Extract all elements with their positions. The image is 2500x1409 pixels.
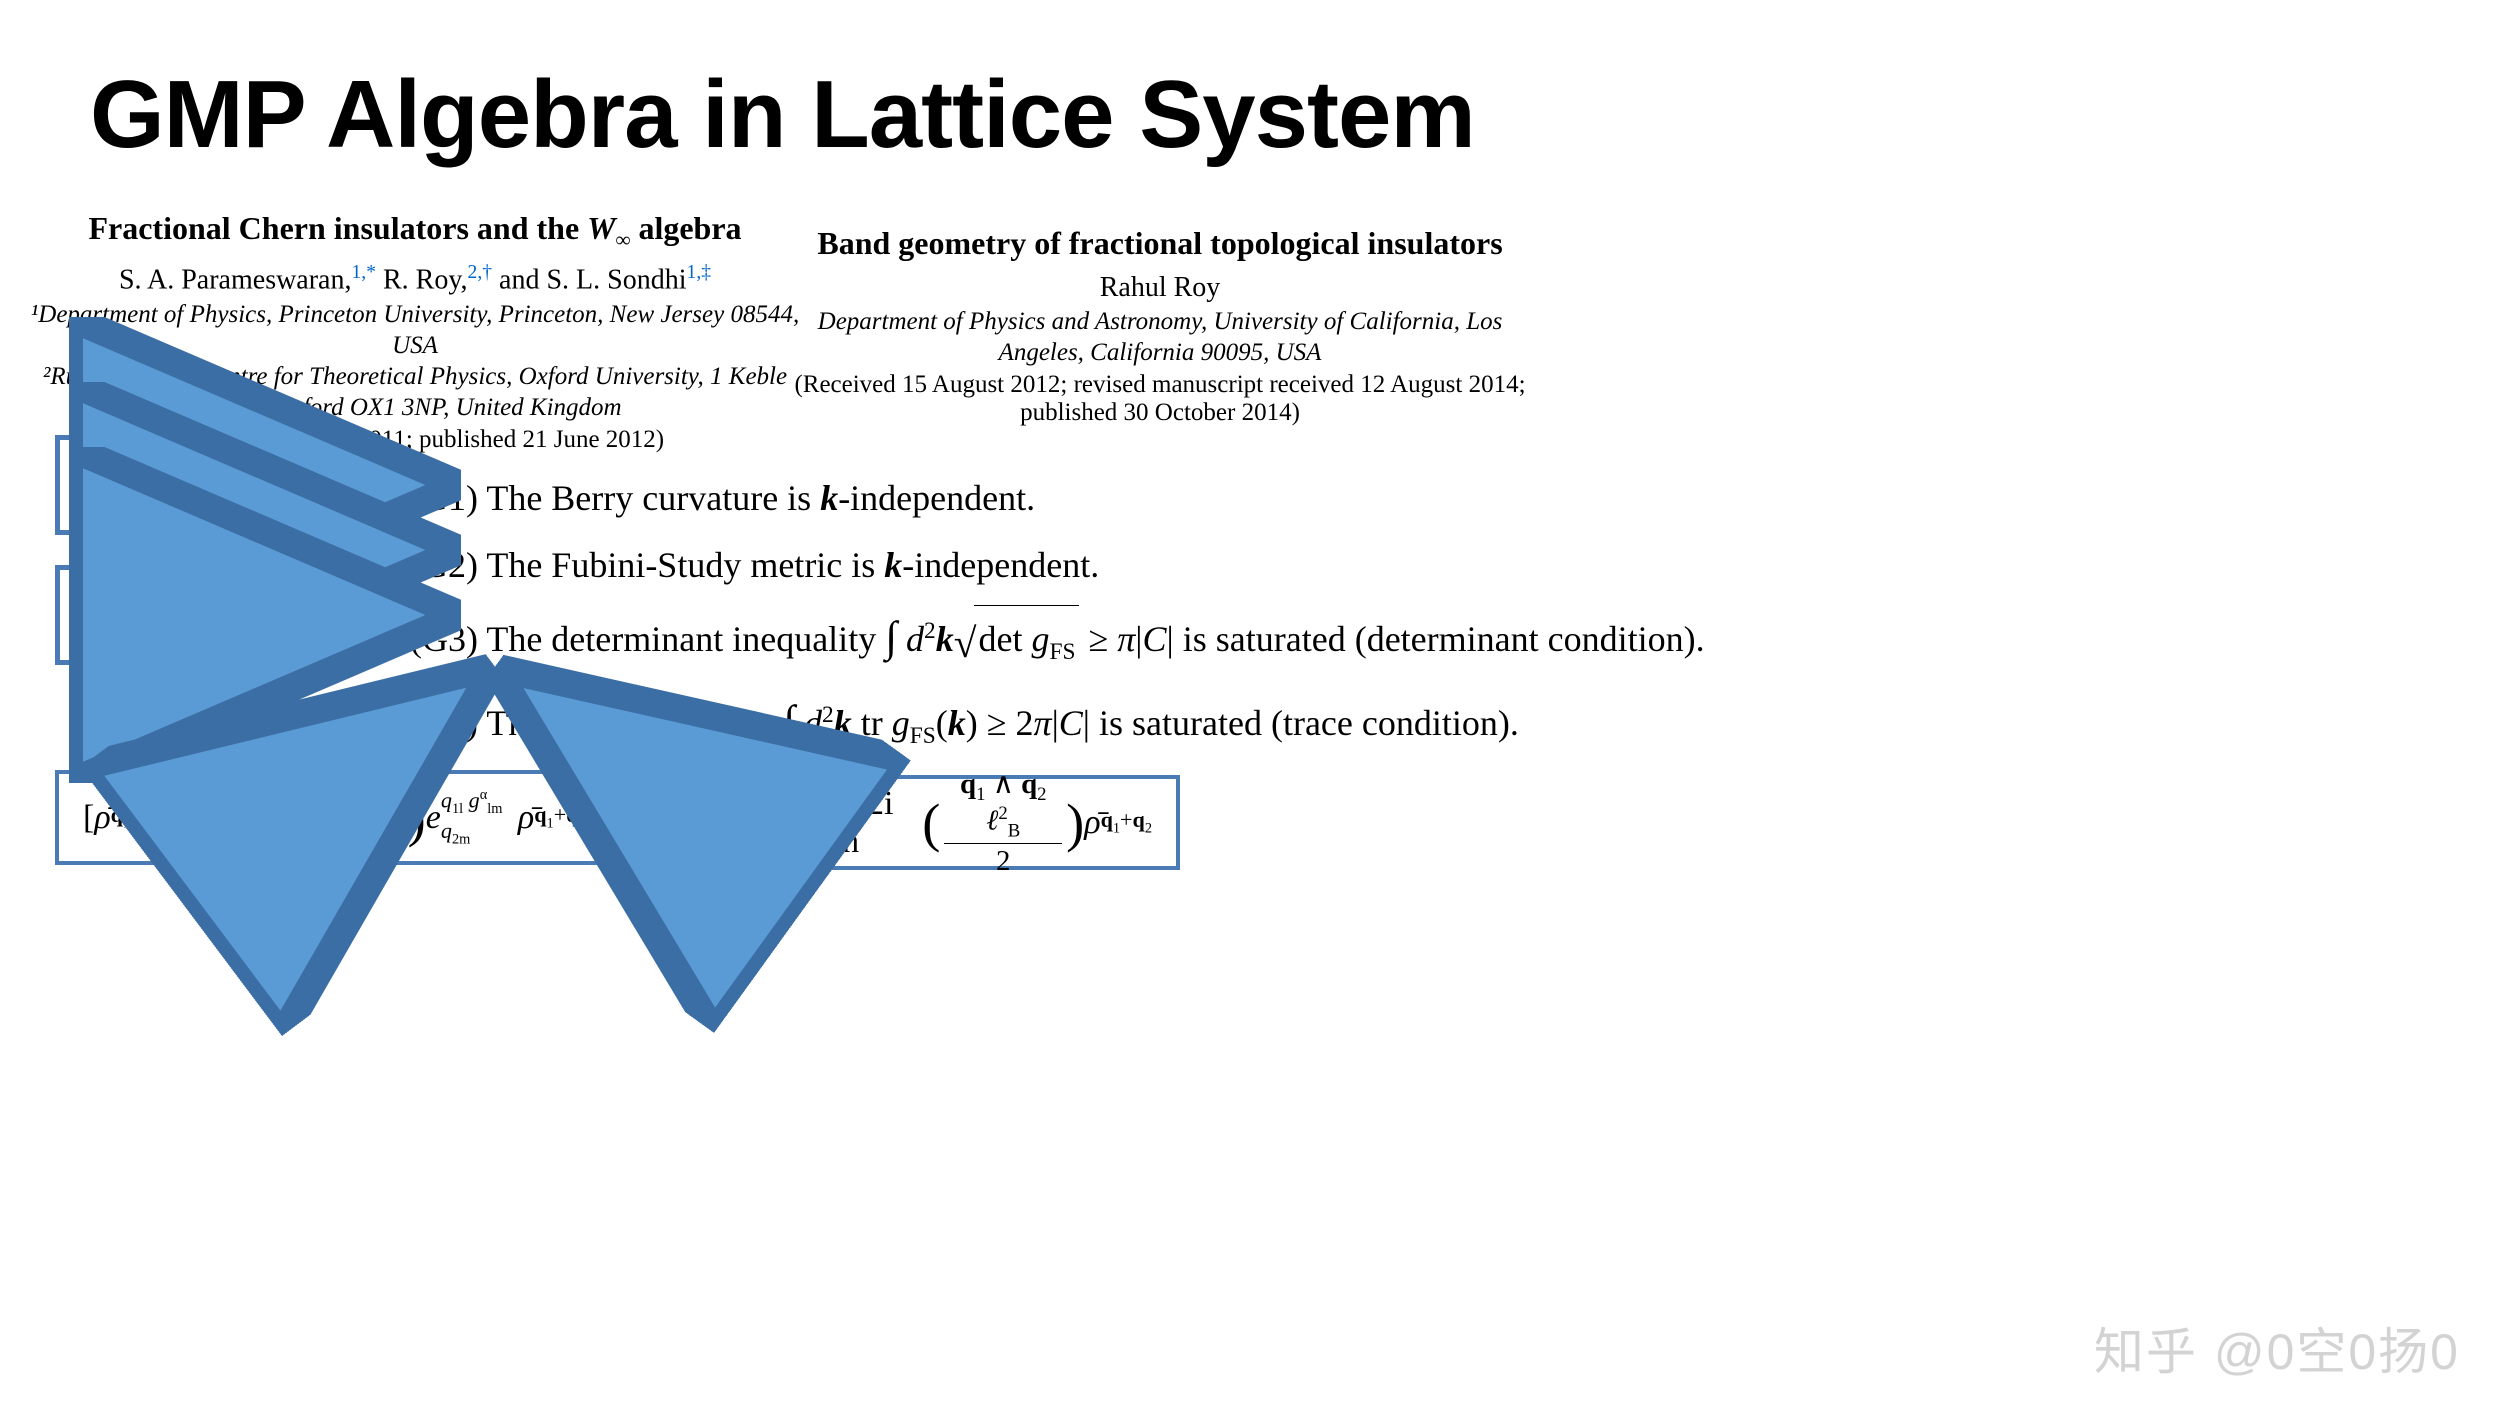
- g4-pre: (G4) The trace inequality: [410, 703, 783, 743]
- paper1-aff1: ¹Department of Physics, Princeton Univer…: [30, 299, 800, 362]
- box-oq3: O(q3): [55, 565, 275, 665]
- g3-pre: (G3) The determinant inequality: [410, 619, 885, 659]
- paper1-title-math: W: [587, 210, 615, 246]
- oq2-o: O: [96, 450, 141, 521]
- paper1-title: Fractional Chern insulators and the W∞ a…: [30, 210, 800, 252]
- cond-g2: (G2) The Fubini-Study metric is k-indepe…: [410, 532, 1705, 599]
- paper2-title: Band geometry of fractional topological …: [790, 225, 1530, 262]
- g3-post: is saturated (determinant condition).: [1183, 619, 1705, 659]
- g4-post: is saturated (trace condition).: [1099, 703, 1519, 743]
- eq-box-left: [ρ̄q1 , ρ̄q2] = 2i sin (q1 ∧ q2 B̄α2) eq…: [55, 770, 625, 865]
- paper2-header: Band geometry of fractional topological …: [790, 225, 1530, 427]
- slide-title: GMP Algebra in Lattice System: [90, 60, 1475, 170]
- paper2-aff: Department of Physics and Astronomy, Uni…: [790, 306, 1530, 369]
- paper2-dates: (Received 15 August 2012; revised manusc…: [790, 371, 1530, 427]
- paper1-title-sub: ∞: [616, 228, 631, 251]
- conditions-list: (G1) The Berry curvature is k-independen…: [410, 465, 1705, 762]
- paper1-title-pre: Fractional Chern insulators and the: [88, 210, 587, 246]
- box-oq2: O(q2): [55, 435, 275, 535]
- cond-g1: (G1) The Berry curvature is k-independen…: [410, 465, 1705, 532]
- eq-box-right: [ρ̄q1 , ρ̄q2] = 2i sin (q1 ∧ q2 ℓ2B2) ρ̄…: [700, 775, 1180, 870]
- paper2-authors: Rahul Roy: [790, 272, 1530, 304]
- paper1-title-post: algebra: [630, 210, 741, 246]
- paper1-header: Fractional Chern insulators and the W∞ a…: [30, 210, 800, 454]
- cond-g4: (G4) The trace inequality ∫ d2k tr gFS(k…: [410, 682, 1705, 762]
- oq3-o: O: [96, 580, 141, 651]
- paper1-authors: S. A. Parameswaran,1,* R. Roy,2,† and S.…: [30, 262, 800, 296]
- watermark: 知乎 @0空0扬0: [2094, 1312, 2460, 1384]
- cond-g3: (G3) The determinant inequality ∫ d2k√de…: [410, 598, 1705, 682]
- paper1-aff2: ²Rudolf Peierls Centre for Theoretical P…: [30, 361, 800, 424]
